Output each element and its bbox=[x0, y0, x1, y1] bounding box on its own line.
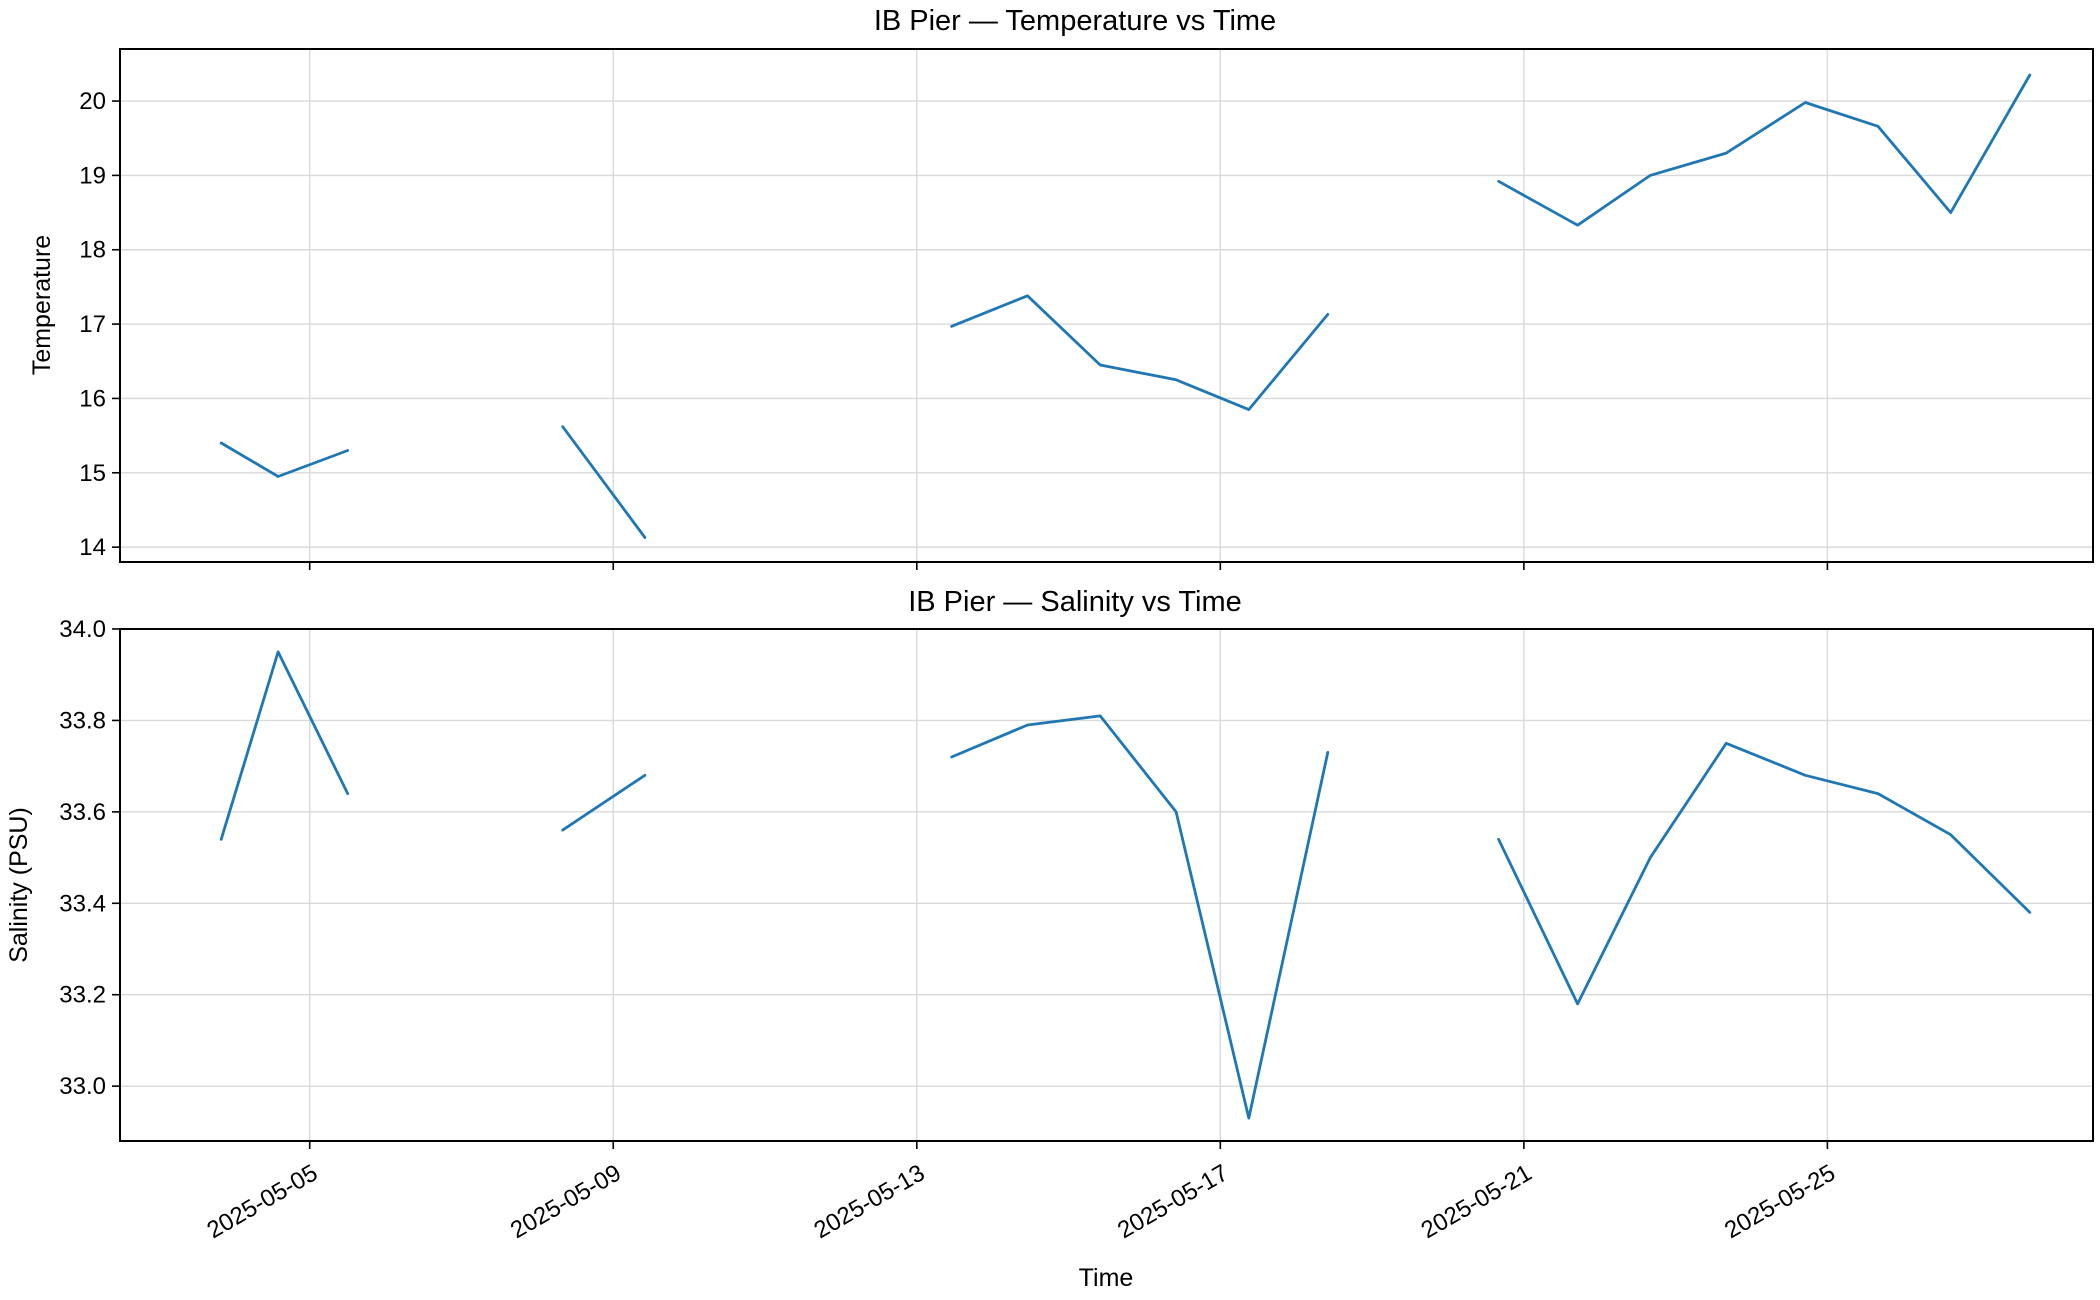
salinity-series-line bbox=[219, 650, 350, 841]
salinity-y-axis-label: Salinity (PSU) bbox=[5, 807, 33, 963]
temperature-series-line bbox=[950, 294, 1330, 412]
salinity-y-tick-label: 33.8 bbox=[59, 707, 106, 734]
temperature-series-line bbox=[1497, 73, 2032, 227]
salinity-x-tick-label: 2025-05-13 bbox=[810, 1159, 930, 1244]
salinity-x-tick-label: 2025-05-21 bbox=[1417, 1159, 1537, 1244]
salinity-y-tick-label: 33.0 bbox=[59, 1073, 106, 1100]
salinity-x-tick-label: 2025-05-05 bbox=[202, 1159, 322, 1244]
salinity-x-tick-label: 2025-05-17 bbox=[1113, 1159, 1233, 1244]
temperature-y-tick-label: 19 bbox=[79, 162, 106, 189]
temperature-grid bbox=[120, 49, 2093, 562]
temperature-y-tick-label: 14 bbox=[79, 534, 106, 561]
temperature-series-line bbox=[219, 441, 350, 478]
temperature-y-tick-label: 15 bbox=[79, 460, 106, 487]
temperature-plot-frame bbox=[119, 48, 2094, 563]
salinity-x-tick-label: 2025-05-09 bbox=[506, 1159, 626, 1244]
salinity-y-tick-label: 33.4 bbox=[59, 890, 106, 917]
salinity-y-tick-label: 34.0 bbox=[59, 616, 106, 643]
temperature-series-line bbox=[561, 425, 647, 539]
salinity-series-line bbox=[950, 714, 1330, 1120]
temperature-y-tick-label: 18 bbox=[79, 237, 106, 264]
salinity-y-tick-label: 33.2 bbox=[59, 982, 106, 1009]
salinity-series-line bbox=[561, 773, 647, 832]
temperature-y-tick-label: 17 bbox=[79, 311, 106, 338]
temperature-y-tick-label: 20 bbox=[79, 88, 106, 115]
salinity-grid bbox=[120, 628, 2093, 1141]
temperature-y-tick-label: 16 bbox=[79, 385, 106, 412]
salinity-y-tick-label: 33.6 bbox=[59, 799, 106, 826]
salinity-plot-frame bbox=[119, 628, 2094, 1142]
temperature-y-axis-label: Temperature bbox=[28, 235, 56, 375]
salinity-chart-title: IB Pier — Salinity vs Time bbox=[908, 586, 1242, 618]
temperature-chart-title: IB Pier — Temperature vs Time bbox=[874, 5, 1276, 37]
salinity-series-line bbox=[1497, 741, 2032, 1006]
x-axis-label: Time bbox=[1079, 1264, 1134, 1292]
salinity-x-tick-label: 2025-05-25 bbox=[1720, 1159, 1840, 1244]
